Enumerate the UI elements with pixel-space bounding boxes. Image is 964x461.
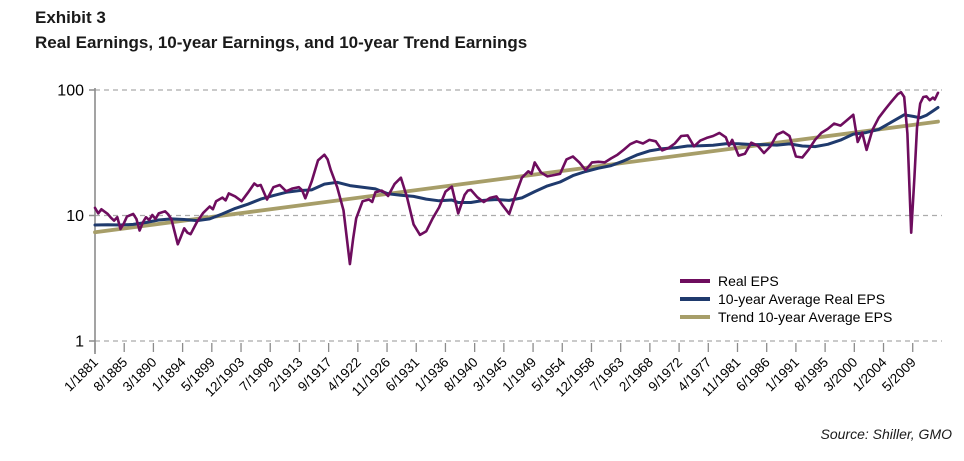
legend-swatch bbox=[680, 279, 710, 283]
y-tick-label: 10 bbox=[66, 208, 84, 225]
legend-label: Trend 10-year Average EPS bbox=[718, 309, 893, 325]
series-line-trend-10-year-average-eps bbox=[93, 119, 940, 235]
source-note: Source: Shiller, GMO bbox=[820, 426, 953, 442]
y-tick-label: 1 bbox=[75, 334, 84, 351]
exhibit-label: Exhibit 3 bbox=[35, 8, 106, 27]
legend-label: 10-year Average Real EPS bbox=[718, 291, 886, 307]
legend-swatch bbox=[680, 315, 710, 319]
legend-item: 10-year Average Real EPS bbox=[680, 290, 892, 308]
legend-label: Real EPS bbox=[718, 273, 779, 289]
chart-legend: Real EPS 10-year Average Real EPS Trend 10… bbox=[680, 272, 892, 326]
series-line-10-year-average-real-eps bbox=[93, 106, 940, 227]
page-title: Real Earnings, 10-year Earnings, and 10-… bbox=[35, 33, 528, 52]
legend-swatch bbox=[680, 297, 710, 301]
x-tick-label: 5/2009 bbox=[879, 355, 919, 395]
series-line-real-eps bbox=[93, 90, 940, 266]
y-tick-label: 100 bbox=[57, 83, 84, 100]
legend-item: Trend 10-year Average EPS bbox=[680, 308, 892, 326]
legend-item: Real EPS bbox=[680, 272, 892, 290]
